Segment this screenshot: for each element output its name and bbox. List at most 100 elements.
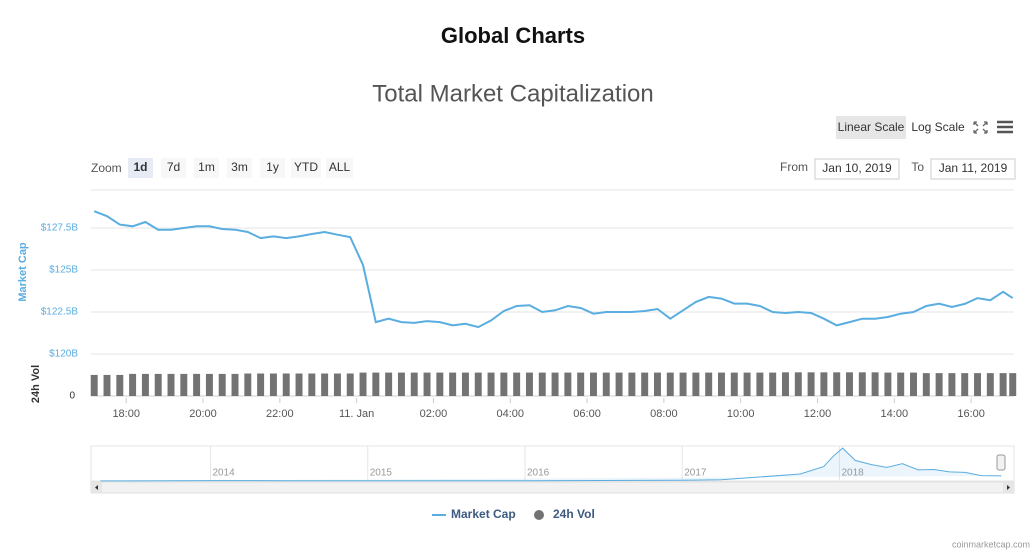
volume-bar [807, 372, 815, 396]
navigator-tick-label: 2017 [684, 468, 707, 479]
volume-bar [180, 373, 188, 396]
volume-bar [525, 372, 533, 396]
volume-bar [103, 374, 111, 396]
volume-bar [218, 373, 226, 396]
market-cap-line [93, 210, 1014, 329]
page-title: Global Charts [441, 23, 585, 48]
zoom-button-label[interactable]: 1y [266, 160, 279, 174]
navigator-tick-label: 2014 [213, 468, 236, 479]
volume-bar [308, 373, 316, 396]
y-tick-label: $120B [49, 349, 78, 360]
volume-bar [628, 372, 636, 396]
scroll-left-arrow [95, 485, 98, 490]
volume-bar [231, 373, 239, 396]
fullscreen-icon[interactable] [973, 121, 988, 134]
volume-bar [449, 372, 457, 396]
volume-bar [90, 374, 98, 396]
volume-bar [986, 373, 994, 396]
zoom-button[interactable] [194, 158, 219, 178]
volume-bar [871, 372, 879, 396]
chart-title: Total Market Capitalization [372, 80, 653, 107]
scale-button[interactable] [836, 116, 906, 139]
volume-bar [500, 372, 508, 396]
legend-label[interactable]: Market Cap [451, 507, 516, 521]
zoom-button[interactable] [326, 158, 353, 178]
volume-bar [858, 372, 866, 396]
volume-bar [833, 372, 841, 396]
to-label: To [911, 160, 924, 174]
volume-bar [743, 372, 751, 396]
volume-bar [730, 372, 738, 396]
volume-bar [423, 372, 431, 396]
volume-bar [141, 373, 149, 396]
volume-bar [295, 373, 303, 396]
volume-bar [846, 372, 853, 396]
y2-tick-label: 0 [69, 391, 75, 402]
menu-icon[interactable] [997, 120, 1013, 134]
zoom-button[interactable] [128, 158, 153, 178]
credit: coinmarketcap.com [952, 539, 1030, 549]
zoom-button[interactable] [227, 158, 252, 178]
volume-bar [935, 373, 943, 396]
volume-bar [385, 372, 393, 396]
volume-bar [653, 372, 661, 396]
volume-bar [346, 373, 354, 396]
zoom-button-label[interactable]: ALL [329, 160, 351, 174]
x-tick-label: 11. Jan [339, 408, 374, 420]
zoom-button[interactable] [291, 158, 321, 178]
volume-bar [756, 372, 764, 396]
scrollbar[interactable] [90, 481, 1015, 494]
volume-bar [577, 372, 585, 396]
volume-bar [205, 373, 213, 396]
volume-bar [129, 373, 137, 396]
zoom-button-label[interactable]: 7d [167, 160, 180, 174]
volume-bar [487, 372, 495, 396]
volume-bar [551, 372, 559, 396]
navigator-line [100, 447, 1002, 482]
x-tick-label: 22:00 [266, 408, 294, 420]
legend-label[interactable]: 24h Vol [553, 507, 595, 521]
to-date[interactable]: Jan 11, 2019 [939, 161, 1008, 175]
x-tick-label: 18:00 [112, 408, 140, 420]
scale-button[interactable] [908, 116, 968, 139]
volume-bar [1009, 373, 1017, 396]
y-axis-title: Market Cap [17, 242, 29, 302]
from-date[interactable]: Jan 10, 2019 [822, 161, 892, 175]
volume-bar [884, 372, 892, 396]
x-tick-label: 08:00 [650, 408, 678, 420]
zoom-button-label[interactable]: YTD [294, 160, 318, 174]
volume-bar [244, 373, 252, 396]
scale-button-label[interactable]: Log Scale [911, 120, 965, 134]
to-input[interactable] [930, 158, 1016, 180]
volume-bar [193, 373, 201, 396]
x-tick-label: 20:00 [189, 408, 217, 420]
volume-bar [154, 373, 162, 396]
zoom-button[interactable] [161, 158, 186, 178]
volume-bar [910, 372, 917, 396]
zoom-button[interactable] [260, 158, 285, 178]
volume-bar [538, 372, 546, 396]
volume-bar [679, 372, 687, 396]
volume-bar [820, 372, 828, 396]
y-tick-label: $127.5B [41, 223, 79, 234]
zoom-button-label[interactable]: 1m [198, 160, 215, 174]
volume-bar [718, 372, 725, 396]
scale-button-label[interactable]: Linear Scale [838, 120, 905, 134]
navigator-handle[interactable] [996, 454, 1006, 471]
zoom-button-label[interactable]: 3m [231, 160, 248, 174]
y2-axis-title: 24h Vol [30, 365, 42, 403]
navigator-tick-label: 2018 [841, 468, 864, 479]
zoom-button-label[interactable]: 1d [133, 160, 147, 174]
volume-bar [461, 372, 469, 396]
from-label: From [780, 160, 808, 174]
volume-bar [782, 372, 789, 396]
scroll-right-arrow [1007, 485, 1010, 490]
volume-bar [615, 372, 623, 396]
volume-bar [999, 373, 1007, 396]
from-input[interactable] [814, 158, 900, 180]
volume-bar [641, 372, 649, 396]
zoom-label: Zoom [91, 161, 122, 175]
volume-bar [321, 373, 329, 396]
